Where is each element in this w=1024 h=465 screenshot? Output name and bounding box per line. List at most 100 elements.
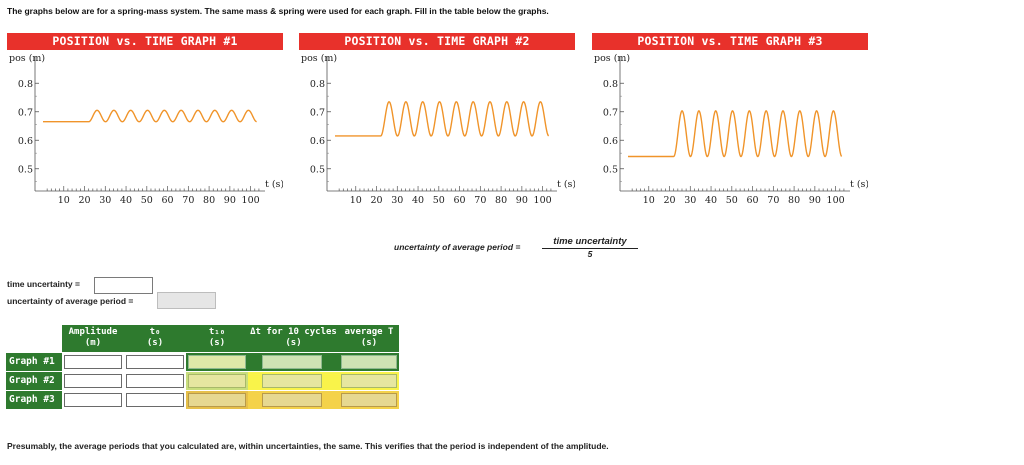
cell	[248, 372, 339, 390]
conclusion-text: Presumably, the average periods that you…	[7, 441, 609, 451]
x-tick-label: 30	[684, 195, 696, 206]
x-tick-label: 20	[663, 195, 675, 206]
cell	[124, 372, 186, 390]
cell	[124, 353, 186, 371]
x-tick-label: 40	[705, 195, 717, 206]
time-uncertainty-label: time uncertainty =	[7, 279, 80, 289]
t0-input-3[interactable]	[126, 393, 184, 407]
x-tick-label: 80	[788, 195, 800, 206]
y-tick-label: 0.5	[18, 164, 33, 175]
y-tick-label: 0.6	[603, 136, 618, 147]
y-tick-label: 0.8	[310, 79, 325, 90]
graph-3-plot: pos (m) t (s) 0.8 0.7 0.6 0.5 10 20 30 40 50 60 70 80…	[594, 53, 868, 206]
graph-title: POSITION vs. TIME GRAPH #2	[299, 33, 575, 50]
graph-2-plot: pos (m) t (s) 0.8 0.7 0.6 0.5 10 20 30 40 50 60 70 80…	[301, 53, 575, 206]
y-tick-label: 0.8	[18, 79, 33, 90]
position-curve	[335, 101, 550, 137]
cell	[124, 391, 186, 409]
avg-period-uncertainty-label: uncertainty of average period =	[7, 296, 134, 306]
delta-t-field-2	[262, 374, 322, 388]
x-tick-label: 60	[162, 195, 174, 206]
cell	[62, 353, 124, 371]
graph-title: POSITION vs. TIME GRAPH #1	[7, 33, 283, 50]
x-tick-label: 80	[495, 195, 507, 206]
header-amplitude: Amplitude (m)	[62, 325, 124, 352]
y-tick-label: 0.6	[310, 136, 325, 147]
cell	[62, 372, 124, 390]
y-tick-label: 0.7	[310, 107, 325, 118]
x-tick-label: 100	[827, 195, 845, 206]
formula-fraction: time uncertainty 5	[542, 236, 638, 259]
x-axis-label: t (s)	[850, 179, 868, 190]
cell	[62, 391, 124, 409]
header-average-t-label: average T	[344, 327, 394, 337]
header-amplitude-unit: (m)	[84, 338, 102, 348]
x-tick-label: 10	[350, 195, 362, 206]
amplitude-input-2[interactable]	[64, 374, 122, 388]
y-axis-label: pos (m)	[9, 53, 45, 64]
t10-field-2	[188, 374, 246, 388]
x-tick-label: 90	[516, 195, 528, 206]
y-tick-label: 0.5	[603, 164, 618, 175]
position-time-graph-3: POSITION vs. TIME GRAPH #3 pos (m) t (s) 0…	[592, 33, 868, 208]
header-t10-label: t₁₀	[208, 327, 226, 337]
t10-field-3	[188, 393, 246, 407]
y-axis-label: pos (m)	[594, 53, 630, 64]
formula-denominator: 5	[587, 249, 593, 259]
position-time-graph-1: POSITION vs. TIME GRAPH #1 pos (m) t (s) 0…	[7, 33, 283, 208]
x-tick-label: 10	[58, 195, 70, 206]
x-tick-label: 10	[643, 195, 655, 206]
y-axis-label: pos (m)	[301, 53, 337, 64]
x-tick-label: 60	[454, 195, 466, 206]
x-tick-label: 20	[78, 195, 90, 206]
header-t10: t₁₀ (s)	[186, 325, 248, 352]
x-axis-label: t (s)	[265, 179, 283, 190]
row-label-graph-3: Graph #3	[6, 391, 62, 409]
x-tick-label: 70	[182, 195, 194, 206]
time-uncertainty-row: time uncertainty =	[7, 277, 153, 294]
x-tick-label: 40	[412, 195, 424, 206]
t0-input-2[interactable]	[126, 374, 184, 388]
graph-1-plot: pos (m) t (s) 0.8 0.7 0.6 0.5 10 20 30 40 50 60 70 80…	[9, 53, 283, 206]
header-delta-t-unit: (s)	[285, 338, 302, 348]
x-tick-label: 30	[391, 195, 403, 206]
cell	[186, 353, 248, 371]
delta-t-field-1	[262, 355, 322, 369]
x-tick-label: 50	[141, 195, 153, 206]
t0-input-1[interactable]	[126, 355, 184, 369]
header-t0-label: t₀	[149, 327, 161, 337]
cell	[339, 372, 399, 390]
y-tick-label: 0.7	[603, 107, 618, 118]
graph-title: POSITION vs. TIME GRAPH #3	[592, 33, 868, 50]
amplitude-input-1[interactable]	[64, 355, 122, 369]
x-tick-label: 30	[99, 195, 111, 206]
header-delta-t: Δt for 10 cycles (s)	[248, 325, 339, 352]
x-axis-label: t (s)	[557, 179, 575, 190]
average-t-field-3	[341, 393, 397, 407]
x-tick-label: 70	[767, 195, 779, 206]
x-tick-label: 60	[747, 195, 759, 206]
row-label-graph-2: Graph #2	[6, 372, 62, 390]
delta-t-field-3	[262, 393, 322, 407]
x-tick-label: 20	[370, 195, 382, 206]
formula-lhs: uncertainty of average period =	[394, 242, 521, 252]
header-amplitude-label: Amplitude	[68, 327, 118, 337]
position-curve	[43, 109, 257, 123]
average-t-field-2	[341, 374, 397, 388]
cell	[186, 372, 248, 390]
header-delta-t-label: Δt for 10 cycles	[250, 327, 337, 337]
cell	[248, 353, 339, 371]
header-average-t-unit: (s)	[360, 338, 378, 348]
cell	[339, 391, 399, 409]
instructions-text: The graphs below are for a spring-mass s…	[7, 6, 549, 16]
y-tick-label: 0.8	[603, 79, 618, 90]
x-tick-label: 50	[433, 195, 445, 206]
x-tick-label: 100	[534, 195, 552, 206]
amplitude-input-3[interactable]	[64, 393, 122, 407]
time-uncertainty-input[interactable]	[94, 277, 153, 294]
average-t-field-1	[341, 355, 397, 369]
x-tick-label: 90	[809, 195, 821, 206]
x-tick-label: 100	[242, 195, 260, 206]
cell	[339, 353, 399, 371]
x-tick-label: 70	[474, 195, 486, 206]
